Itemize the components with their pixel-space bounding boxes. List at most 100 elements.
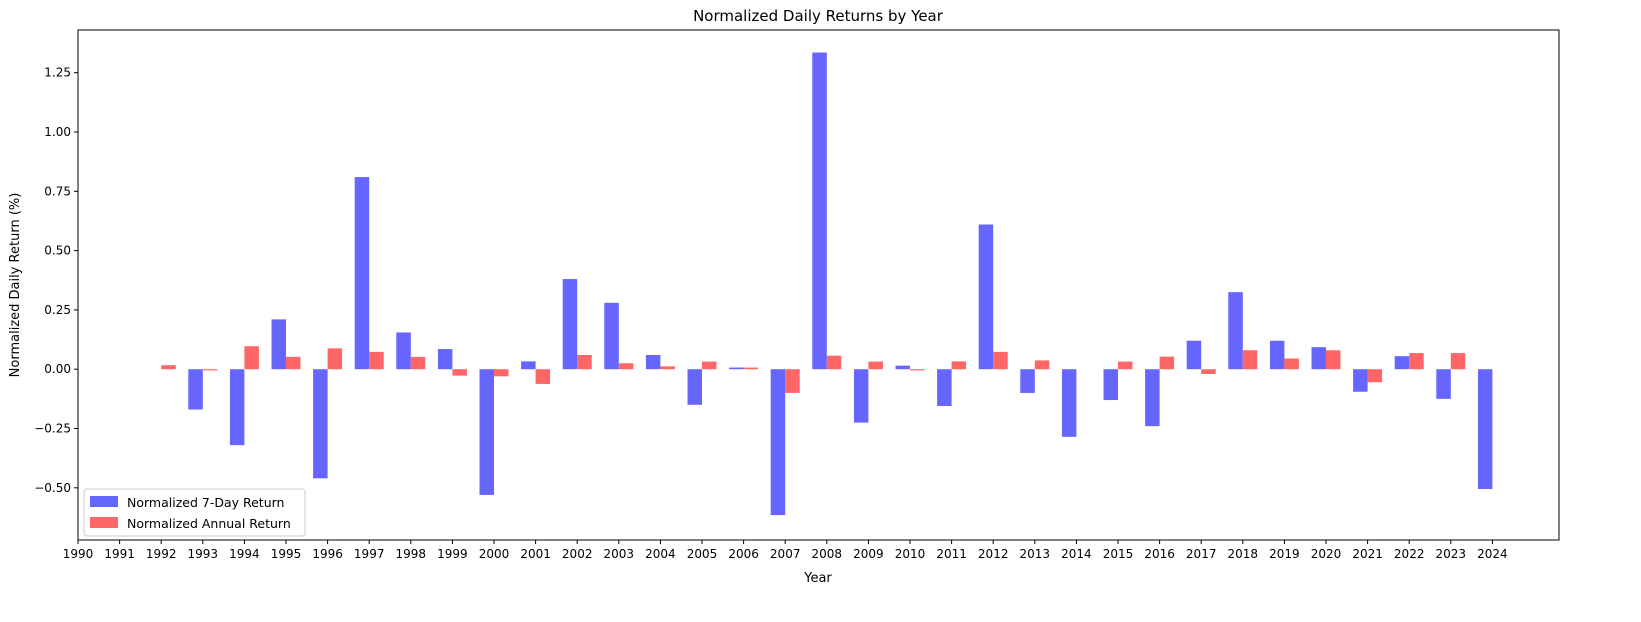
bar-7day-2019 [1269,340,1285,370]
bar-7day-2016 [1145,369,1160,427]
bar-annual-1995 [286,356,301,370]
x-tick-label: 2015 [1103,547,1134,561]
bar-7day-2007 [770,369,786,516]
bar-annual-2016 [1159,356,1175,370]
x-tick-label: 2019 [1269,547,1300,561]
bar-7day-2003 [604,302,619,370]
x-tick-label: 1999 [437,547,468,561]
bar-annual-2018 [1242,350,1258,370]
bar-annual-2000 [494,369,509,377]
legend-box [83,488,306,537]
y-axis: −0.50 −0.25 0.00 0.25 0.50 0.75 1.00 1.25 [34,66,78,495]
x-tick-label: 1995 [271,547,302,561]
x-tick-label: 2021 [1352,547,1383,561]
bar-annual-2005 [702,361,717,370]
bar-annual-2001 [535,369,551,384]
bar-7day-2022 [1394,356,1410,370]
bar-7day-1999 [437,349,453,370]
bar-annual-1998 [410,356,426,370]
bar-7day-2024 [1477,369,1493,489]
x-tick-label: 2005 [687,547,718,561]
bar-annual-2019 [1284,358,1299,370]
y-tick-label: 0.50 [44,244,71,258]
x-tick-label: 2010 [895,547,926,561]
x-axis-label: Year [803,571,832,586]
bar-7day-2005 [687,369,702,405]
legend-swatch-annual [90,517,118,528]
bar-7day-2017 [1186,340,1202,370]
bar-7day-1994 [229,369,245,446]
x-tick-label: 1992 [146,547,177,561]
x-tick-label: 2011 [936,547,967,561]
x-tick-label: 2024 [1477,547,1508,561]
bar-7day-2018 [1228,292,1243,370]
bar-annual-2006 [743,367,759,370]
bar-annual-2012 [993,351,1008,370]
x-tick-label: 2008 [812,547,843,561]
x-tick-label: 1998 [396,547,427,561]
x-tick-label: 2013 [1020,547,1051,561]
x-tick-label: 2012 [978,547,1009,561]
bar-annual-2013 [1034,360,1050,370]
x-tick-label: 1990 [63,547,94,561]
bar-annual-1992 [161,365,176,370]
bar-annual-1997 [369,351,384,370]
bar-7day-2000 [479,369,494,495]
x-tick-label: 2009 [853,547,884,561]
x-tick-label: 2004 [645,547,676,561]
bar-annual-2022 [1409,353,1424,370]
x-tick-label: 2020 [1311,547,1342,561]
bar-annual-1993 [202,369,218,371]
x-tick-label: 2006 [728,547,759,561]
bar-7day-2023 [1436,369,1451,399]
chart-title: Normalized Daily Returns by Year [693,7,944,25]
bar-annual-2002 [577,354,592,370]
x-tick-label: 2002 [562,547,593,561]
bar-annual-2010 [910,369,925,371]
x-axis: 1990 1991 1992 1993 1994 1995 1996 1997 1998 1999… [63,540,1508,561]
bar-7day-1993 [188,369,203,410]
x-tick-label: 2003 [604,547,635,561]
bar-annual-2008 [826,355,842,370]
bar-annual-2007 [785,369,800,393]
x-tick-label: 2018 [1228,547,1259,561]
bar-annual-1994 [244,346,259,370]
bar-annual-2015 [1118,361,1133,370]
bar-7day-2021 [1353,369,1368,392]
legend-swatch-7day [90,496,118,507]
bar-7day-2010 [895,365,910,370]
x-tick-label: 1991 [104,547,135,561]
plot-frame [77,29,1560,541]
y-tick-label: 0.75 [44,184,71,198]
x-tick-label: 2014 [1061,547,1092,561]
x-tick-label: 2017 [1186,547,1217,561]
bar-annual-2003 [618,363,634,370]
bar-annual-2004 [660,366,675,370]
bar-7day-2008 [812,52,827,370]
bar-7day-2015 [1103,369,1118,401]
legend-label-annual: Normalized Annual Return [127,516,291,531]
bar-annual-2023 [1450,353,1466,370]
bar-annual-2017 [1201,369,1216,374]
bar-7day-2012 [978,224,994,370]
bar-annual-1996 [327,348,343,370]
x-tick-label: 2007 [770,547,801,561]
bar-7day-2001 [521,361,536,370]
y-tick-label: 0.00 [44,362,71,376]
bar-7day-2014 [1061,369,1077,437]
bars-layer [161,52,1493,516]
x-tick-label: 1993 [188,547,219,561]
bar-annual-2009 [868,361,883,370]
bar-7day-2011 [937,369,952,406]
bar-7day-2002 [562,279,578,370]
bar-7day-2006 [729,367,744,370]
bar-7day-1995 [271,319,286,370]
x-tick-label: 2016 [1144,547,1175,561]
y-tick-label: −0.50 [34,481,71,495]
y-tick-label: −0.25 [34,422,71,436]
x-tick-label: 1994 [229,547,260,561]
bar-annual-2021 [1367,369,1383,383]
bar-annual-2011 [951,361,967,370]
x-tick-label: 1996 [312,547,343,561]
